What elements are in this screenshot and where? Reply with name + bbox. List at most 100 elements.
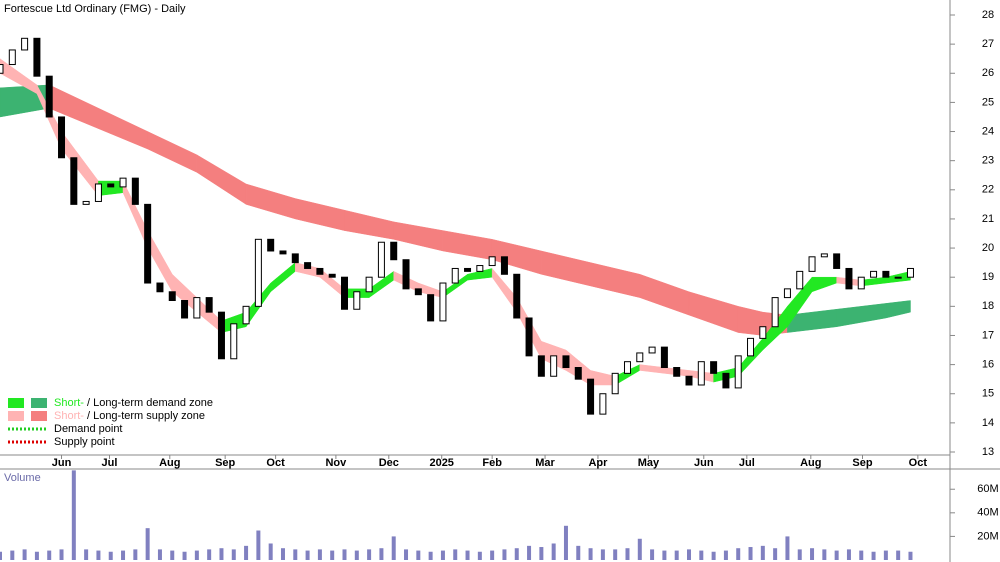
volume-bar [896,550,901,560]
volume-bar [871,551,876,560]
y-tick-label: 24 [982,125,994,137]
y-tick-label: 23 [982,155,994,167]
candle [820,253,828,258]
volume-bar [563,525,568,560]
candle [722,372,730,389]
legend-label: Short- / Long-term demand zone [54,397,213,409]
volume-bar [157,549,162,560]
volume-bar [219,548,224,560]
volume-bar [625,548,630,560]
x-tick-label: Mar [535,457,555,469]
candle [439,282,447,322]
volume-bar [342,549,347,560]
candle [58,116,66,159]
volume-bar [194,550,199,560]
volume-bar [244,545,249,560]
y-tick-label: 14 [982,417,994,429]
candle [525,317,533,357]
candle [574,367,582,380]
volume-bar [527,545,532,560]
candle [537,355,545,377]
candle [857,276,865,290]
volume-bar [908,551,913,560]
legend-label: Demand point [54,423,123,435]
volume-bar [810,548,815,560]
candle [870,270,878,278]
x-tick-label: Jul [102,457,118,469]
y-tick-label: 21 [982,213,994,225]
candle [353,291,361,310]
volume-bar [0,551,2,560]
volume-bar [465,550,470,560]
volume-bar [576,545,581,560]
legend-swatch [8,411,24,421]
candle [0,64,4,74]
candle [906,267,914,278]
candle [882,270,890,278]
candle [267,238,275,252]
candle [181,300,189,319]
volume-bar [22,549,27,560]
x-tick-label: Oct [266,457,285,469]
volume-bar [797,549,802,560]
chart-title: Fortescue Ltd Ordinary (FMG) - Daily [4,3,186,15]
volume-bar [711,551,716,560]
x-tick-label: Jun [694,457,714,469]
y-tick-label: 15 [982,388,994,400]
candle [808,256,816,272]
volume-bar [588,548,593,560]
volume-bar [96,550,101,560]
y-tick-label: 22 [982,184,994,196]
x-tick-label: Oct [909,457,928,469]
volume-bar [305,550,310,560]
candle [894,276,902,279]
candle [648,346,656,354]
candle [833,253,841,269]
volume-bar [10,550,15,560]
candle [783,288,791,299]
candle [427,294,435,322]
volume-bar [428,551,433,560]
y-tick-label: 16 [982,359,994,371]
candle [254,238,262,307]
x-tick-label: Sep [215,457,235,469]
candle [316,267,324,275]
volume-bar [600,549,605,560]
candle [168,291,176,302]
volume-bar [404,549,409,560]
x-tick-label: Dec [379,457,399,469]
candle [660,346,668,369]
volume-bar [514,548,519,560]
candle [279,250,287,255]
candle [759,326,767,339]
candle [500,256,508,275]
x-tick-label: 2025 [429,457,453,469]
legend-label: Supply point [54,436,115,448]
candle [599,393,607,415]
candle [623,361,631,374]
y-tick-label: 17 [982,329,994,341]
volume-bar [748,547,753,560]
volume-bar [416,550,421,560]
volume-bar [773,548,778,560]
volume-bar [440,550,445,560]
x-tick-label: Aug [800,457,821,469]
volume-label: Volume [4,472,41,484]
volume-bar [699,550,704,560]
volume-bar [859,550,864,560]
y-tick-label: 28 [982,9,994,21]
volume-bar [182,551,187,560]
x-tick-label: Apr [588,457,608,469]
candle [304,262,312,269]
volume-bar [674,550,679,560]
volume-bar [133,549,138,560]
y-tick-label: 26 [982,67,994,79]
volume-bar [108,551,113,560]
volume-bar [330,550,335,560]
volume-bar [551,543,556,560]
volume-bar [280,548,285,560]
candle [771,297,779,328]
volume-bar [662,550,667,560]
